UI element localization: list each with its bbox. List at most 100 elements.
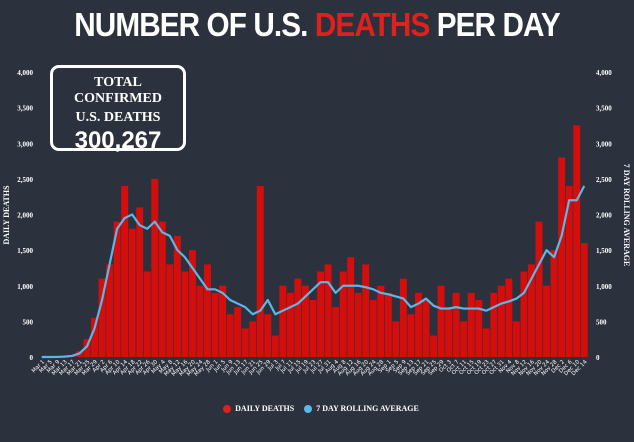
bar (309, 300, 317, 357)
total-box-line1: TOTAL CONFIRMED (74, 75, 162, 106)
bar (83, 339, 91, 357)
bar (136, 207, 144, 357)
bar (535, 221, 543, 357)
y-tick-right: 0 (596, 354, 600, 362)
title-part1: NUMBER OF U.S. (74, 6, 315, 43)
bar (128, 228, 136, 357)
bar (294, 278, 302, 357)
bar (384, 292, 392, 357)
bar (452, 292, 460, 357)
bar (196, 285, 204, 357)
bar (362, 264, 370, 357)
bar (437, 285, 445, 357)
bar (271, 335, 279, 357)
bar (188, 250, 196, 357)
title-highlight: DEATHS (314, 6, 430, 43)
y-axis-label-left: DAILY DEATHS (2, 185, 11, 245)
bar (505, 278, 513, 357)
bar (204, 264, 211, 357)
bar (399, 278, 407, 357)
y-tick-left: 3,000 (17, 140, 33, 148)
bar (106, 264, 114, 357)
y-axis-label-right: 7 DAY ROLLING AVERAGE (622, 164, 631, 267)
bar (565, 186, 573, 357)
total-deaths-box: TOTAL CONFIRMED U.S. DEATHS 300,267 (50, 65, 186, 154)
bar (490, 292, 498, 357)
y-tick-left: 4,000 (17, 69, 33, 77)
chart-title: NUMBER OF U.S. DEATHS PER DAY (32, 6, 603, 44)
bar (256, 186, 264, 357)
legend: DAILY DEATHS 7 DAY ROLLING AVERAGE (0, 404, 634, 414)
bar (226, 314, 234, 357)
bar (415, 292, 422, 357)
y-tick-left: 3,500 (17, 105, 33, 113)
total-deaths-value: 300,267 (74, 127, 162, 154)
bar (264, 314, 272, 357)
bar (249, 321, 257, 357)
bar (332, 307, 340, 357)
bar (497, 285, 505, 357)
bar (460, 321, 468, 357)
bar (512, 321, 520, 357)
bar (279, 285, 287, 357)
legend-line-swatch (304, 405, 313, 414)
legend-rolling-average: 7 DAY ROLLING AVERAGE (316, 404, 419, 413)
bar (422, 300, 430, 357)
bar (377, 285, 385, 357)
y-tick-right: 3,000 (596, 140, 612, 148)
bar (324, 264, 332, 357)
y-tick-left: 1,500 (17, 247, 33, 255)
bar (317, 271, 325, 357)
bar (520, 271, 528, 357)
y-tick-left: 1,000 (17, 283, 33, 291)
title-part2: PER DAY (429, 6, 561, 43)
bar (234, 307, 242, 357)
total-box-line2: U.S. DEATHS (75, 110, 161, 125)
bar (580, 243, 588, 357)
bar (339, 271, 347, 357)
bar (173, 235, 181, 357)
bar (211, 292, 219, 357)
bar (286, 292, 294, 357)
bar (151, 178, 159, 357)
bar (98, 278, 106, 357)
legend-daily-deaths: DAILY DEATHS (235, 404, 295, 413)
bar (121, 186, 129, 357)
bar (430, 335, 438, 357)
bar (475, 300, 483, 357)
bar (91, 317, 98, 357)
bar (219, 285, 227, 357)
y-tick-right: 3,500 (596, 105, 612, 113)
y-tick-left: 500 (23, 318, 34, 326)
bar (528, 264, 535, 357)
y-tick-left: 2,500 (17, 176, 33, 184)
bar (550, 250, 558, 357)
bar (369, 300, 377, 357)
bar (392, 321, 400, 357)
bar (573, 125, 581, 357)
bar (241, 328, 249, 357)
bar (143, 271, 151, 357)
y-tick-right: 500 (596, 318, 607, 326)
rolling-average-line (41, 185, 586, 359)
y-tick-left: 2,000 (17, 212, 33, 220)
bar (354, 292, 362, 357)
bar (558, 157, 566, 357)
bar (181, 271, 189, 357)
bar (445, 307, 453, 357)
bar (166, 264, 174, 357)
y-tick-right: 4,000 (596, 69, 612, 77)
bar (158, 221, 166, 357)
y-tick-right: 2,500 (596, 176, 612, 184)
bar (482, 328, 490, 357)
bar (407, 314, 415, 357)
bar (113, 221, 121, 357)
bar (301, 285, 309, 357)
bar (347, 257, 355, 357)
y-tick-right: 2,000 (596, 212, 612, 220)
y-tick-right: 1,500 (596, 247, 612, 255)
y-tick-left: 0 (30, 354, 34, 362)
bar (467, 292, 475, 357)
y-tick-right: 1,000 (596, 283, 612, 291)
